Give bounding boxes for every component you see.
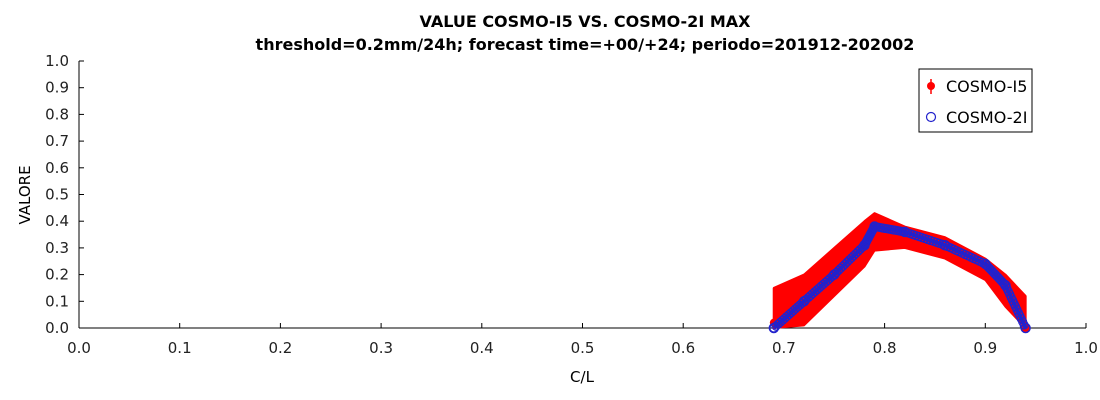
y-tick-label: 0.2: [45, 266, 69, 284]
x-tick-label: 0.3: [369, 339, 393, 357]
y-tick-label: 0.3: [45, 239, 69, 257]
x-axis: 0.0 0.1 0.2 0.3 0.4 0.5 0.6 0.7 0.8 0.9 1.0: [67, 323, 1098, 357]
chart-subtitle: threshold=0.2mm/24h; forecast time=+00/+…: [256, 35, 915, 54]
cosmo-2i-marker: [997, 277, 1008, 287]
x-tick-label: 0.6: [671, 339, 695, 357]
cosmo-2i-point: [829, 269, 840, 280]
cosmo-2i-point: [859, 239, 870, 251]
x-tick-label: 0.2: [268, 339, 292, 357]
y-axis-label: VALORE: [16, 165, 34, 224]
x-tick-label: 0.4: [470, 339, 494, 357]
y-tick-label: 1.0: [45, 52, 69, 70]
x-tick-label: 0.7: [772, 339, 796, 357]
x-tick-label: 0.1: [168, 339, 192, 357]
y-tick-label: 0.8: [45, 105, 69, 123]
cosmo-2i-marker: [999, 279, 1009, 289]
cosmo-2i-point: [798, 296, 810, 307]
x-tick-label: 0.9: [973, 339, 997, 357]
y-tick-label: 0.9: [45, 79, 69, 97]
y-tick-label: 0.5: [45, 186, 69, 204]
legend-cosmo-2i-label: COSMO-2I: [946, 108, 1027, 127]
cosmo-2i-point: [899, 226, 910, 238]
cosmo-2i-point: [1000, 280, 1011, 291]
y-tick-label: 0.1: [45, 292, 69, 310]
cosmo-2i-point: [980, 258, 991, 270]
x-tick-label: 0.5: [571, 339, 595, 357]
y-axis: 0.0 0.1 0.2 0.3 0.4 0.5 0.6 0.7 0.8 0.9 1.0: [45, 52, 84, 337]
x-axis-label: C/L: [570, 368, 595, 386]
cosmo-2i-point: [1020, 322, 1031, 334]
cosmo-2i-point: [869, 221, 880, 232]
x-tick-label: 0.0: [67, 339, 91, 357]
legend: COSMO-I5 COSMO-2I: [918, 68, 1033, 133]
x-tick-label: 0.8: [873, 339, 897, 357]
legend-box: [918, 68, 1033, 133]
x-tick-label: 1.0: [1074, 339, 1098, 357]
series-cosmo-2i: [768, 221, 1031, 334]
cosmo-2i-point: [939, 239, 951, 251]
y-tick-label: 0.4: [45, 212, 69, 230]
y-tick-label: 0.0: [45, 319, 69, 337]
y-tick-label: 0.7: [45, 132, 69, 150]
y-tick-label: 0.6: [45, 159, 69, 177]
legend-cosmo-i5-label: COSMO-I5: [946, 77, 1027, 96]
legend-cosmo-2i-marker: [925, 111, 937, 123]
cosmo-2i-point: [768, 322, 780, 334]
legend-cosmo-i5-marker: [927, 82, 935, 90]
chart-title: VALUE COSMO-I5 VS. COSMO-2I MAX: [420, 12, 752, 31]
